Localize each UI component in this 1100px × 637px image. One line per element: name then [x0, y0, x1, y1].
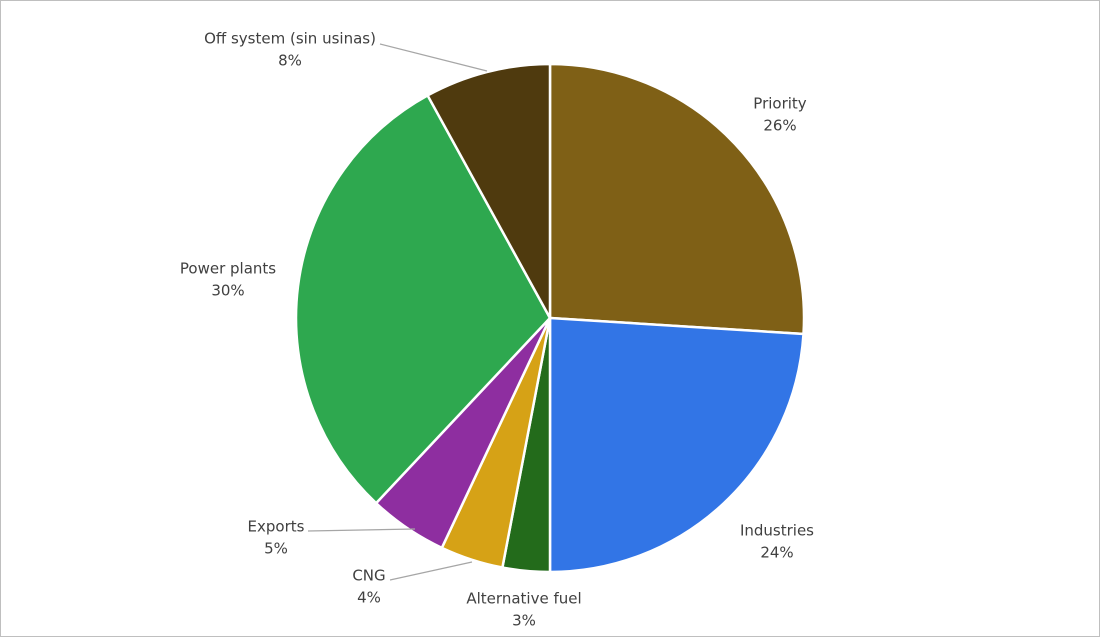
leader-line	[379, 43, 488, 72]
slice-label: Industries	[740, 522, 814, 540]
slice-value-label: 4%	[357, 589, 381, 607]
slice-value-label: 5%	[264, 540, 288, 558]
slice-value-label: 30%	[211, 282, 244, 300]
slice-value-label: 8%	[278, 52, 302, 70]
slice-label: CNG	[352, 567, 385, 585]
pie-slice	[294, 93, 552, 505]
slice-label: Off system (sin usinas)	[204, 30, 376, 48]
slice-value-label: 26%	[763, 117, 796, 135]
pie-slice	[548, 316, 805, 574]
slice-label: Power plants	[180, 260, 276, 278]
slice-label: Priority	[753, 95, 807, 113]
slice-label: Alternative fuel	[466, 590, 581, 608]
pie-slice	[425, 62, 552, 319]
slice-label: Exports	[248, 518, 305, 536]
pie-slice	[548, 62, 806, 336]
slice-value-label: 3%	[512, 612, 536, 630]
leader-line	[307, 528, 416, 532]
leader-line	[389, 561, 473, 581]
slice-value-label: 24%	[760, 544, 793, 562]
